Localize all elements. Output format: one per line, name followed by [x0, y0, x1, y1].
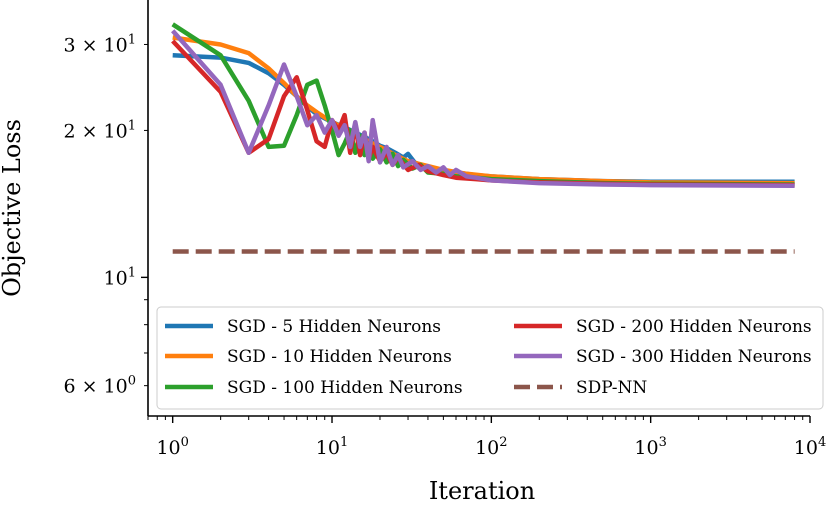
- y-axis-label: Objective Loss: [0, 119, 26, 297]
- series-line-sgd-5-hidden-neurons: [172, 53, 795, 184]
- x-tick-label: 104: [794, 435, 826, 459]
- legend-label: SGD - 300 Hidden Neurons: [576, 347, 812, 367]
- x-tick-label: 102: [475, 435, 507, 459]
- y-tick-label: 6 × 100: [63, 374, 136, 398]
- y-tick-label: 3 × 101: [63, 32, 136, 56]
- legend-box: [156, 306, 824, 410]
- x-tick-label: 103: [634, 435, 666, 459]
- legend-label: SDP-NN: [576, 378, 647, 398]
- legend-label: SGD - 200 Hidden Neurons: [576, 317, 812, 337]
- series-line-sgd-300-hidden-neurons: [171, 29, 795, 189]
- y-tick-label: 2 × 101: [63, 118, 136, 142]
- axes-layer: 100 101 102 103 104 6 × 100 101 2 × 101 3 × 101: [63, 0, 826, 459]
- y-tick-label: 101: [104, 265, 136, 289]
- legend-label: SGD - 5 Hidden Neurons: [227, 317, 441, 337]
- x-tick-label: 100: [156, 435, 188, 459]
- x-axis-label: Iteration: [429, 477, 535, 505]
- series-line-sgd-100-hidden-neurons: [171, 22, 795, 187]
- legend-label: SGD - 100 Hidden Neurons: [227, 378, 463, 398]
- legend-label: SGD - 10 Hidden Neurons: [227, 347, 452, 367]
- series-layer: [171, 22, 795, 254]
- legend: SGD - 5 Hidden Neurons SGD - 10 Hidden Ne…: [156, 306, 824, 410]
- x-tick-label: 101: [316, 435, 348, 459]
